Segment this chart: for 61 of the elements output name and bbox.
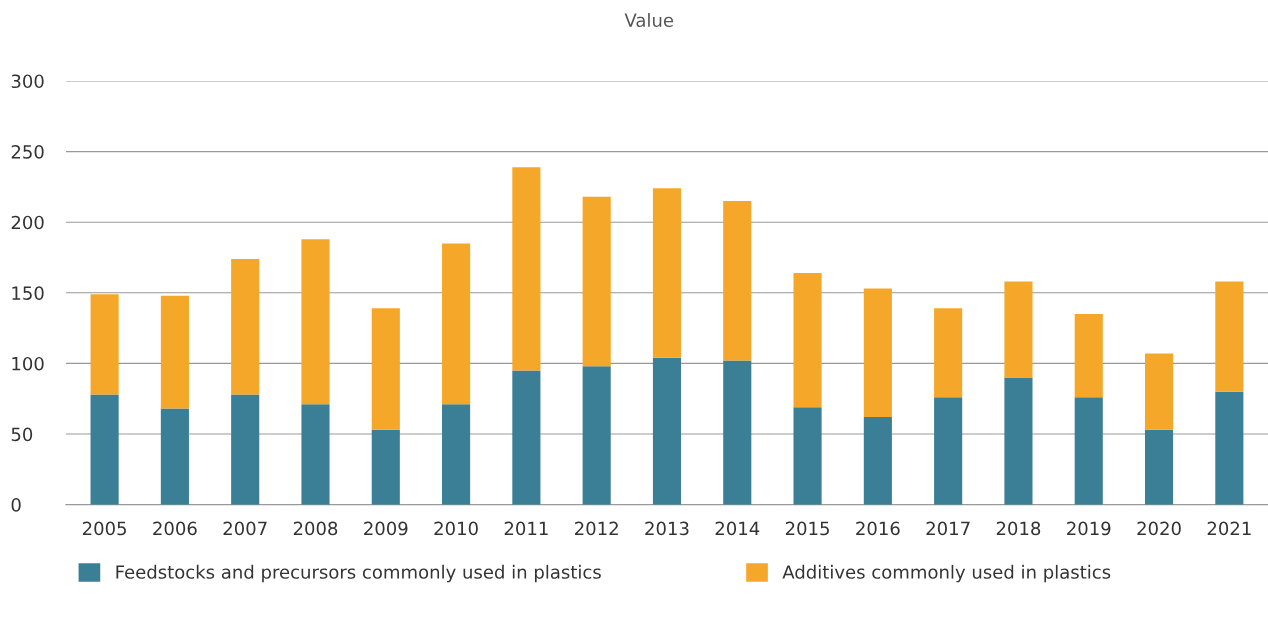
bar [160, 295, 189, 409]
y-tick-label: 200 [11, 215, 44, 230]
bar [934, 397, 963, 505]
bar [652, 357, 682, 505]
bar [301, 239, 330, 405]
x-tick-label: 2007 [223, 521, 267, 536]
x-tick-label: 2010 [434, 521, 478, 536]
bar [582, 366, 611, 505]
bar [652, 188, 682, 358]
x-tick-label: 2005 [82, 521, 126, 536]
bar [512, 167, 541, 371]
bar [442, 243, 471, 405]
bar [371, 429, 400, 505]
bar [723, 201, 752, 361]
bar [512, 370, 541, 505]
bar [1004, 377, 1033, 505]
bar [1004, 281, 1033, 378]
y-tick-label: 150 [12, 286, 44, 300]
x-tick-label: 2020 [1137, 521, 1181, 536]
bar [90, 294, 119, 395]
x-tick-label: 2006 [153, 521, 197, 536]
x-tick-label: 2015 [785, 521, 829, 536]
bar [934, 308, 963, 398]
bar [231, 394, 260, 505]
x-tick-label: 2021 [1207, 521, 1251, 536]
bar [863, 417, 892, 505]
x-tick-label: 2018 [996, 521, 1041, 536]
x-tick-label: 2016 [856, 521, 900, 536]
bar [301, 404, 330, 505]
x-tick-label: 2013 [645, 521, 689, 536]
x-tick-label: 2019 [1067, 521, 1111, 536]
bar [160, 408, 189, 505]
y-tick-label: 0 [11, 498, 21, 512]
y-tick-label: 300 [11, 74, 44, 89]
bar [1144, 429, 1174, 505]
bar [1074, 397, 1103, 505]
bar [442, 404, 471, 505]
y-tick-label: 250 [11, 145, 44, 159]
x-tick-label: 2017 [926, 521, 970, 536]
bar [1215, 281, 1244, 392]
bar [90, 394, 119, 505]
x-tick-label: 2011 [504, 521, 548, 536]
legend-label: Additives commonly used in plastics [782, 564, 1111, 583]
bar [1215, 391, 1244, 505]
legend-label: Feedstocks and precursors commonly used in plastics [116, 564, 601, 583]
x-tick-label: 2008 [293, 521, 338, 536]
bar [371, 308, 400, 430]
y-tick-label: 50 [11, 427, 33, 442]
y-tick-label: 100 [12, 356, 44, 371]
x-tick-label: 2012 [575, 521, 618, 536]
bar [582, 196, 611, 367]
bar [723, 360, 752, 505]
bar [793, 273, 822, 408]
x-tick-label: 2014 [715, 521, 760, 536]
bar [231, 258, 260, 395]
bar [1144, 353, 1174, 430]
bar [1074, 313, 1103, 398]
y-axis-title: Value [624, 13, 674, 28]
bar [863, 288, 892, 418]
x-tick-label: 2009 [364, 521, 408, 536]
bar [793, 407, 822, 505]
